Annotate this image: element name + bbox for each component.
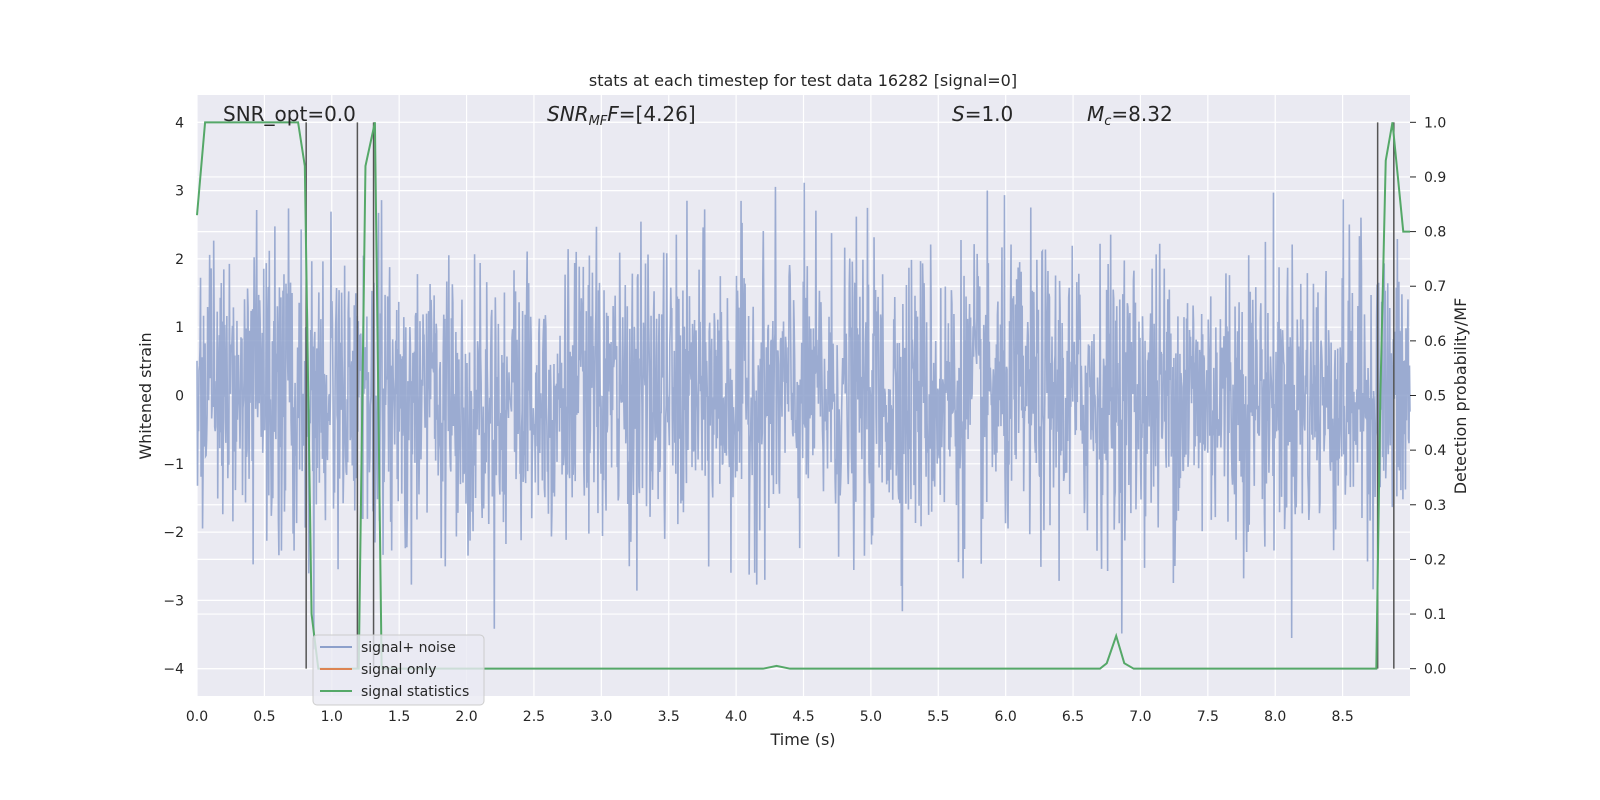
x-tick-label: 8.5: [1331, 709, 1353, 725]
x-tick-label: 3.0: [590, 709, 612, 725]
x-tick-label: 5.5: [927, 709, 949, 725]
x-tick-label: 7.0: [1129, 709, 1151, 725]
annotation-s-symbol: S: [952, 102, 965, 126]
y-left-tick-label: 0: [175, 389, 184, 405]
y-right-tick-label: 0.8: [1424, 225, 1446, 241]
annotation-mc-sub: c: [1104, 114, 1111, 129]
annotation-snr-mf-sub: MF: [589, 114, 608, 129]
annotation-snr-mf: SNRMFF=[4.26]: [547, 102, 696, 129]
annotation-s: S=1.0: [952, 102, 1013, 126]
y-right-tick-label: 1.0: [1424, 115, 1446, 131]
x-tick-label: 6.0: [995, 709, 1017, 725]
x-tick-label: 0.5: [253, 709, 275, 725]
annotation-snr-opt: SNR_opt=0.0: [223, 102, 356, 126]
legend-label-signal-noise: signal+ noise: [361, 640, 456, 656]
y-left-tick-label: −1: [163, 457, 184, 473]
y-right-tick-label: 0.4: [1424, 443, 1446, 459]
x-tick-label: 8.0: [1264, 709, 1286, 725]
legend-label-signal-statistics: signal statistics: [361, 684, 469, 700]
x-tick-label: 1.0: [321, 709, 343, 725]
y-right-tick-label: 0.5: [1424, 389, 1446, 405]
x-tick-label: 4.0: [725, 709, 747, 725]
y-left-tick-label: 1: [175, 320, 184, 336]
series-signal-noise: [196, 182, 1411, 650]
y-right-tick-label: 0.0: [1424, 662, 1446, 678]
chart-title: stats at each timestep for test data 162…: [589, 71, 1017, 90]
x-tick-label: 1.5: [388, 709, 410, 725]
x-tick-label: 2.5: [523, 709, 545, 725]
annotation-snr-mf-value: =[4.26]: [619, 102, 696, 126]
statistics-line: [196, 121, 1410, 670]
noise-line: [196, 182, 1411, 650]
x-tick-label: 0.0: [186, 709, 208, 725]
y-left-tick-label: −4: [163, 662, 184, 678]
y-right-tick-label: 0.6: [1424, 334, 1446, 350]
y-right-tick-label: 0.7: [1424, 279, 1446, 295]
annotation-s-value: =1.0: [965, 102, 1014, 126]
y-right-tick-label: 0.2: [1424, 552, 1446, 568]
y-left-tick-label: −2: [163, 525, 184, 541]
annotation-snr-mf-f: F: [607, 102, 619, 126]
y-left-axis-label: Whitened strain: [136, 332, 155, 459]
series-signal-statistics: [196, 121, 1410, 670]
y-right-tick-label: 0.3: [1424, 498, 1446, 514]
annotation-mc-value: =8.32: [1111, 102, 1172, 126]
y-left-tick-label: −3: [163, 593, 184, 609]
y-left-tick-labels: −4 −3 −2 −1 0 1 2 3 4: [163, 115, 184, 677]
x-tick-label: 5.0: [860, 709, 882, 725]
y-right-tick-label: 0.1: [1424, 607, 1446, 623]
legend-box: [312, 634, 485, 706]
y-left-tick-label: 3: [175, 184, 184, 200]
x-tick-label: 2.0: [455, 709, 477, 725]
x-tick-label: 7.5: [1197, 709, 1219, 725]
y-right-tick-label: 0.9: [1424, 170, 1446, 186]
legend: signal+ noise signal only signal statist…: [312, 634, 485, 706]
x-tick-labels: 0.0 0.5 1.0 1.5 2.0 2.5 3.0 3.5 4.0 4.5 5.0 5.5 6.0 6…: [186, 709, 1354, 725]
y-right-axis-label: Detection probability/MF: [1451, 298, 1470, 495]
x-tick-label: 3.5: [658, 709, 680, 725]
y-right-tick-labels: 0.0 0.1 0.2 0.3 0.4 0.5 0.6 0.7 0.8 0.9 1.0: [1410, 115, 1446, 678]
y-left-tick-label: 2: [175, 252, 184, 268]
annotation-mc-symbol: M: [1087, 102, 1104, 126]
annotation-mc: Mc=8.32: [1087, 102, 1173, 129]
y-left-tick-label: 4: [175, 115, 184, 131]
annotation-snr-mf-prefix: SNR: [547, 102, 589, 126]
x-tick-label: 4.5: [792, 709, 814, 725]
legend-label-signal-only: signal only: [361, 662, 436, 678]
x-tick-label: 6.5: [1062, 709, 1084, 725]
x-axis-label: Time (s): [769, 730, 835, 749]
